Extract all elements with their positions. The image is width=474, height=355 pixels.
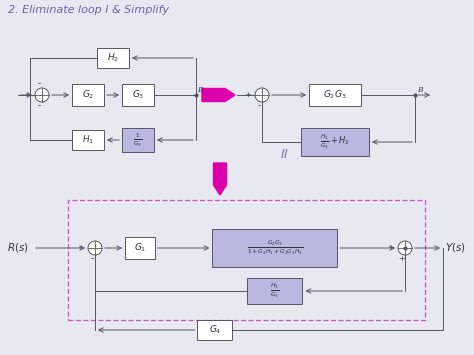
Text: -: -: [257, 102, 261, 110]
Text: $H_2$: $H_2$: [107, 52, 119, 64]
Text: +: +: [388, 244, 394, 252]
FancyBboxPatch shape: [122, 128, 154, 152]
FancyBboxPatch shape: [125, 237, 155, 259]
Text: $\frac{H_1}{G_3}+H_2$: $\frac{H_1}{G_3}+H_2$: [320, 133, 350, 151]
Text: -: -: [91, 255, 94, 263]
FancyBboxPatch shape: [72, 84, 104, 106]
Text: +: +: [399, 255, 405, 263]
FancyBboxPatch shape: [309, 84, 361, 106]
Text: B: B: [197, 86, 203, 94]
FancyBboxPatch shape: [198, 320, 233, 340]
FancyBboxPatch shape: [247, 278, 302, 304]
Circle shape: [255, 88, 269, 102]
Circle shape: [398, 241, 412, 255]
Text: $R(s)$: $R(s)$: [7, 241, 29, 255]
Text: -: -: [37, 80, 41, 88]
Text: $Y(s)$: $Y(s)$: [445, 241, 465, 255]
Text: -: -: [37, 102, 41, 110]
Text: $\frac{H_1}{G_3}$: $\frac{H_1}{G_3}$: [270, 282, 280, 300]
FancyBboxPatch shape: [122, 84, 154, 106]
FancyBboxPatch shape: [212, 229, 337, 267]
Text: +: +: [25, 91, 31, 99]
Circle shape: [35, 88, 49, 102]
FancyBboxPatch shape: [301, 128, 369, 156]
Text: $\frac{1}{G_3}$: $\frac{1}{G_3}$: [133, 131, 143, 149]
Text: $G_3$: $G_3$: [132, 89, 144, 101]
Text: $H_1$: $H_1$: [82, 134, 94, 146]
Text: +: +: [245, 91, 251, 99]
Text: $\frac{G_2G_3}{1+G_2H_1+G_2G_3H_2}$: $\frac{G_2G_3}{1+G_2H_1+G_2G_3H_2}$: [247, 239, 303, 257]
FancyBboxPatch shape: [97, 48, 129, 68]
Circle shape: [88, 241, 102, 255]
Text: $II$: $II$: [281, 148, 290, 162]
Text: B: B: [417, 86, 423, 94]
Text: +: +: [78, 244, 84, 252]
Text: $G_1$: $G_1$: [134, 242, 146, 254]
Text: $G_2$: $G_2$: [82, 89, 94, 101]
FancyArrow shape: [213, 163, 227, 195]
Text: $G_4$: $G_4$: [209, 324, 221, 336]
Text: 2. Eliminate loop I & Simplify: 2. Eliminate loop I & Simplify: [8, 5, 169, 15]
FancyBboxPatch shape: [72, 130, 104, 150]
FancyArrow shape: [202, 88, 235, 102]
Text: $G_2G_3$: $G_2G_3$: [323, 89, 347, 101]
